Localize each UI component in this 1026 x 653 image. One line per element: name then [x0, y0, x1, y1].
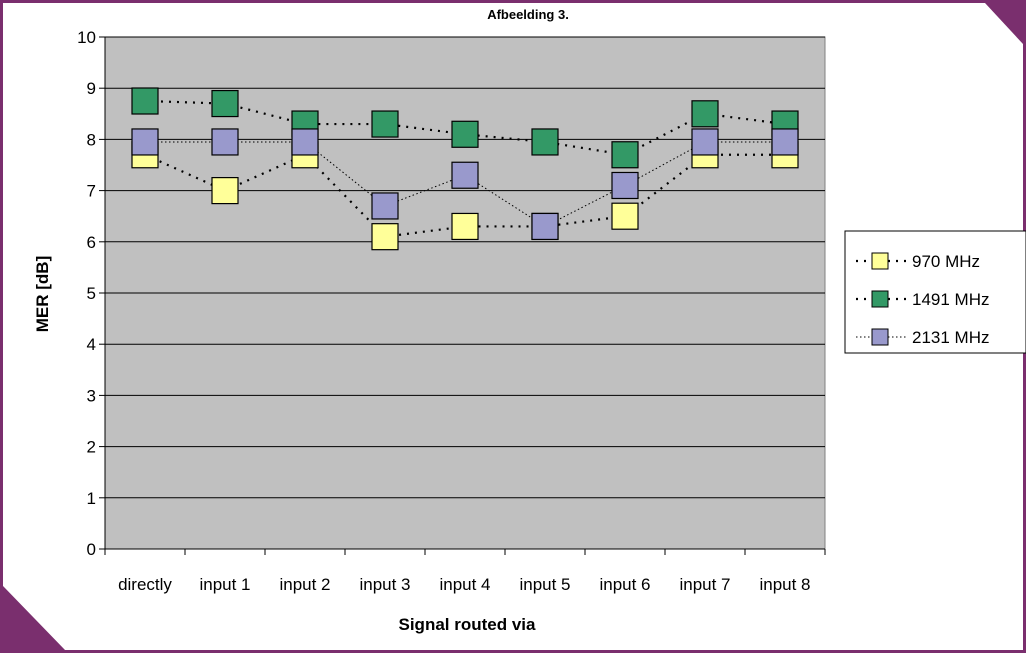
legend-swatch	[871, 290, 889, 308]
data-point-marker	[451, 212, 479, 241]
data-point-marker	[211, 177, 239, 205]
y-tick-label: 7	[87, 182, 96, 201]
data-point-marker	[611, 202, 639, 230]
x-tick-label: directly	[118, 575, 172, 594]
series-2131-mhz	[131, 128, 799, 241]
x-tick-label: input 8	[759, 575, 810, 594]
x-axis-title: Signal routed via	[399, 615, 537, 634]
y-axis-title: MER [dB]	[33, 256, 52, 332]
series-1491-mhz	[131, 87, 799, 169]
y-tick-label: 0	[87, 540, 96, 559]
data-point-marker	[451, 120, 479, 148]
data-point-marker	[131, 128, 159, 156]
data-point-marker	[691, 128, 719, 156]
data-point-marker	[291, 128, 319, 156]
legend: 970 MHz 1491 MHz 2131 MHz	[856, 252, 989, 347]
axes: 0 1 2 3 4 5 6 7 8 9 10 directly input 1 input 2 input …	[77, 28, 826, 594]
y-tick-label: 5	[87, 284, 96, 303]
legend-label: 2131 MHz	[912, 328, 989, 347]
x-tick-label: input 6	[599, 575, 650, 594]
y-tick-label: 4	[87, 335, 96, 354]
legend-swatch	[871, 252, 889, 270]
legend-label: 1491 MHz	[912, 290, 989, 309]
y-tick-label: 9	[87, 79, 96, 98]
data-point-marker	[211, 128, 239, 156]
series-layer	[131, 87, 799, 251]
data-point-marker	[691, 100, 719, 128]
legend-label: 970 MHz	[912, 252, 980, 271]
x-tick-label: input 1	[199, 575, 250, 594]
y-tick-label: 1	[87, 489, 96, 508]
y-tick-label: 10	[77, 28, 96, 47]
x-tick-label: input 7	[679, 575, 730, 594]
data-point-marker	[531, 212, 559, 241]
y-tick-label: 6	[87, 233, 96, 252]
data-point-marker	[451, 161, 479, 189]
y-tick-label: 8	[87, 130, 96, 149]
data-point-marker	[371, 110, 399, 138]
x-tick-label: input 4	[439, 575, 490, 594]
data-point-marker	[531, 128, 559, 156]
legend-swatch	[871, 328, 889, 346]
data-point-marker	[611, 171, 639, 200]
y-tick-label: 2	[87, 438, 96, 457]
data-point-marker	[371, 223, 399, 251]
chart-title: Afbeelding 3.	[487, 7, 569, 22]
data-point-marker	[211, 89, 239, 118]
x-tick-label: input 5	[519, 575, 570, 594]
data-point-marker	[371, 192, 399, 220]
y-tick-label: 3	[87, 386, 96, 405]
series-line	[144, 99, 786, 156]
data-point-marker	[611, 141, 639, 169]
corner-decoration-top-right	[985, 3, 1023, 44]
data-point-marker	[771, 128, 799, 156]
data-point-marker	[131, 87, 159, 115]
corner-decoration-bottom-left	[3, 586, 65, 650]
x-tick-label: input 3	[359, 575, 410, 594]
x-tick-label: input 2	[279, 575, 330, 594]
